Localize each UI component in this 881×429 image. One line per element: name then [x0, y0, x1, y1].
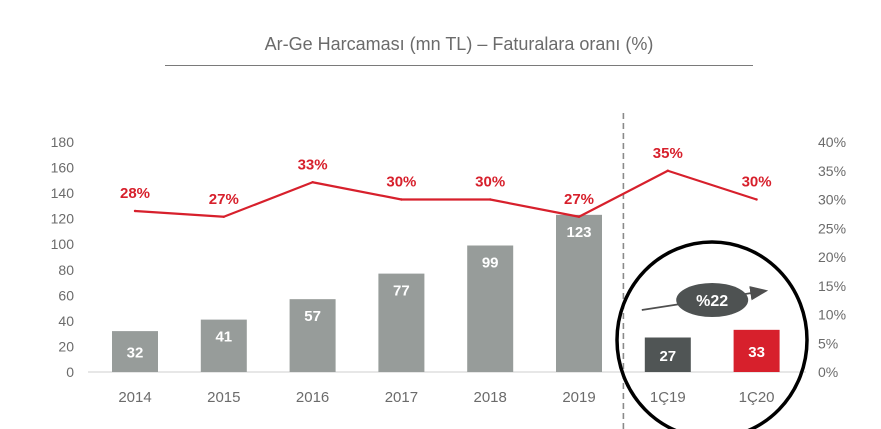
y-right-tick-label: 40%: [818, 134, 846, 150]
bar: [644, 337, 691, 372]
bar-value-label: 32: [127, 345, 144, 362]
ratio-point: [666, 169, 669, 172]
ratio-label: 28%: [120, 185, 150, 202]
y-left-tick-label: 160: [51, 160, 75, 176]
x-tick-label: 2016: [296, 389, 329, 406]
bar-value-label: 57: [304, 308, 321, 325]
ratio-point: [311, 181, 314, 184]
y-left-tick-label: 40: [58, 313, 74, 329]
chart-title: Ar-Ge Harcaması (mn TL) – Faturalara ora…: [264, 34, 654, 54]
bar: [733, 329, 780, 372]
ratio-label: 27%: [564, 191, 594, 208]
y-right-tick-label: 0%: [818, 364, 838, 380]
highlight-circle: [615, 240, 809, 429]
bar: [556, 214, 602, 372]
x-tick-label: 1Ç19: [650, 389, 686, 406]
x-tick-label: 2018: [474, 389, 507, 406]
bar: [467, 245, 514, 372]
bar: [378, 273, 425, 372]
ratio-point: [400, 198, 403, 201]
ratio-label: 27%: [209, 191, 239, 208]
y-right-tick-label: 20%: [818, 249, 846, 265]
bar: [112, 331, 158, 372]
ratio-line: [134, 169, 757, 218]
title-underline: [165, 65, 753, 66]
y-left-tick-label: 20: [58, 338, 74, 354]
y-left-tick-label: 100: [51, 236, 75, 252]
y-right-tick-label: 35%: [818, 163, 846, 179]
y-left-tick-label: 140: [51, 185, 75, 201]
ratio-label: 30%: [742, 174, 772, 191]
y-left-tick-label: 0: [66, 364, 74, 380]
y-left-tick-label: 120: [51, 211, 75, 227]
y-right-tick-label: 30%: [818, 192, 846, 208]
ratio-label: 33%: [298, 156, 328, 173]
ratio-label: 30%: [475, 174, 505, 191]
ratio-point: [222, 215, 225, 218]
bar-value-label: 41: [215, 329, 232, 346]
bar: [289, 299, 336, 372]
bar-value-label: 99: [482, 255, 499, 272]
y-right-tick-label: 5%: [818, 335, 838, 351]
y-left-tick-label: 80: [58, 262, 74, 278]
x-tick-label: 2014: [118, 389, 151, 406]
ratio-point: [755, 198, 758, 201]
bar-value-label: 33: [748, 344, 765, 361]
y-right-tick-label: 10%: [818, 307, 846, 323]
x-tick-label: 1Ç20: [739, 389, 775, 406]
ratio-point: [133, 209, 137, 213]
y-left-tick-label: 60: [58, 287, 74, 303]
growth-badge: [676, 283, 749, 317]
y-left-tick-label: 180: [51, 134, 75, 150]
x-tick-label: 2015: [207, 389, 240, 406]
x-tick-label: 2019: [562, 389, 595, 406]
bar-value-label: 27: [659, 348, 676, 365]
bar: [200, 319, 247, 372]
bar-value-label: 77: [393, 283, 410, 300]
ratio-label: 30%: [386, 174, 416, 191]
bar-value-label: 123: [566, 224, 591, 241]
ratio-label: 35%: [653, 145, 683, 162]
ratio-point: [577, 215, 581, 218]
y-right-tick-label: 25%: [818, 220, 846, 236]
growth-badge-label: %22: [696, 293, 728, 310]
ratio-point: [489, 198, 492, 201]
y-right-tick-label: 15%: [818, 278, 846, 294]
x-tick-label: 2017: [385, 389, 418, 406]
